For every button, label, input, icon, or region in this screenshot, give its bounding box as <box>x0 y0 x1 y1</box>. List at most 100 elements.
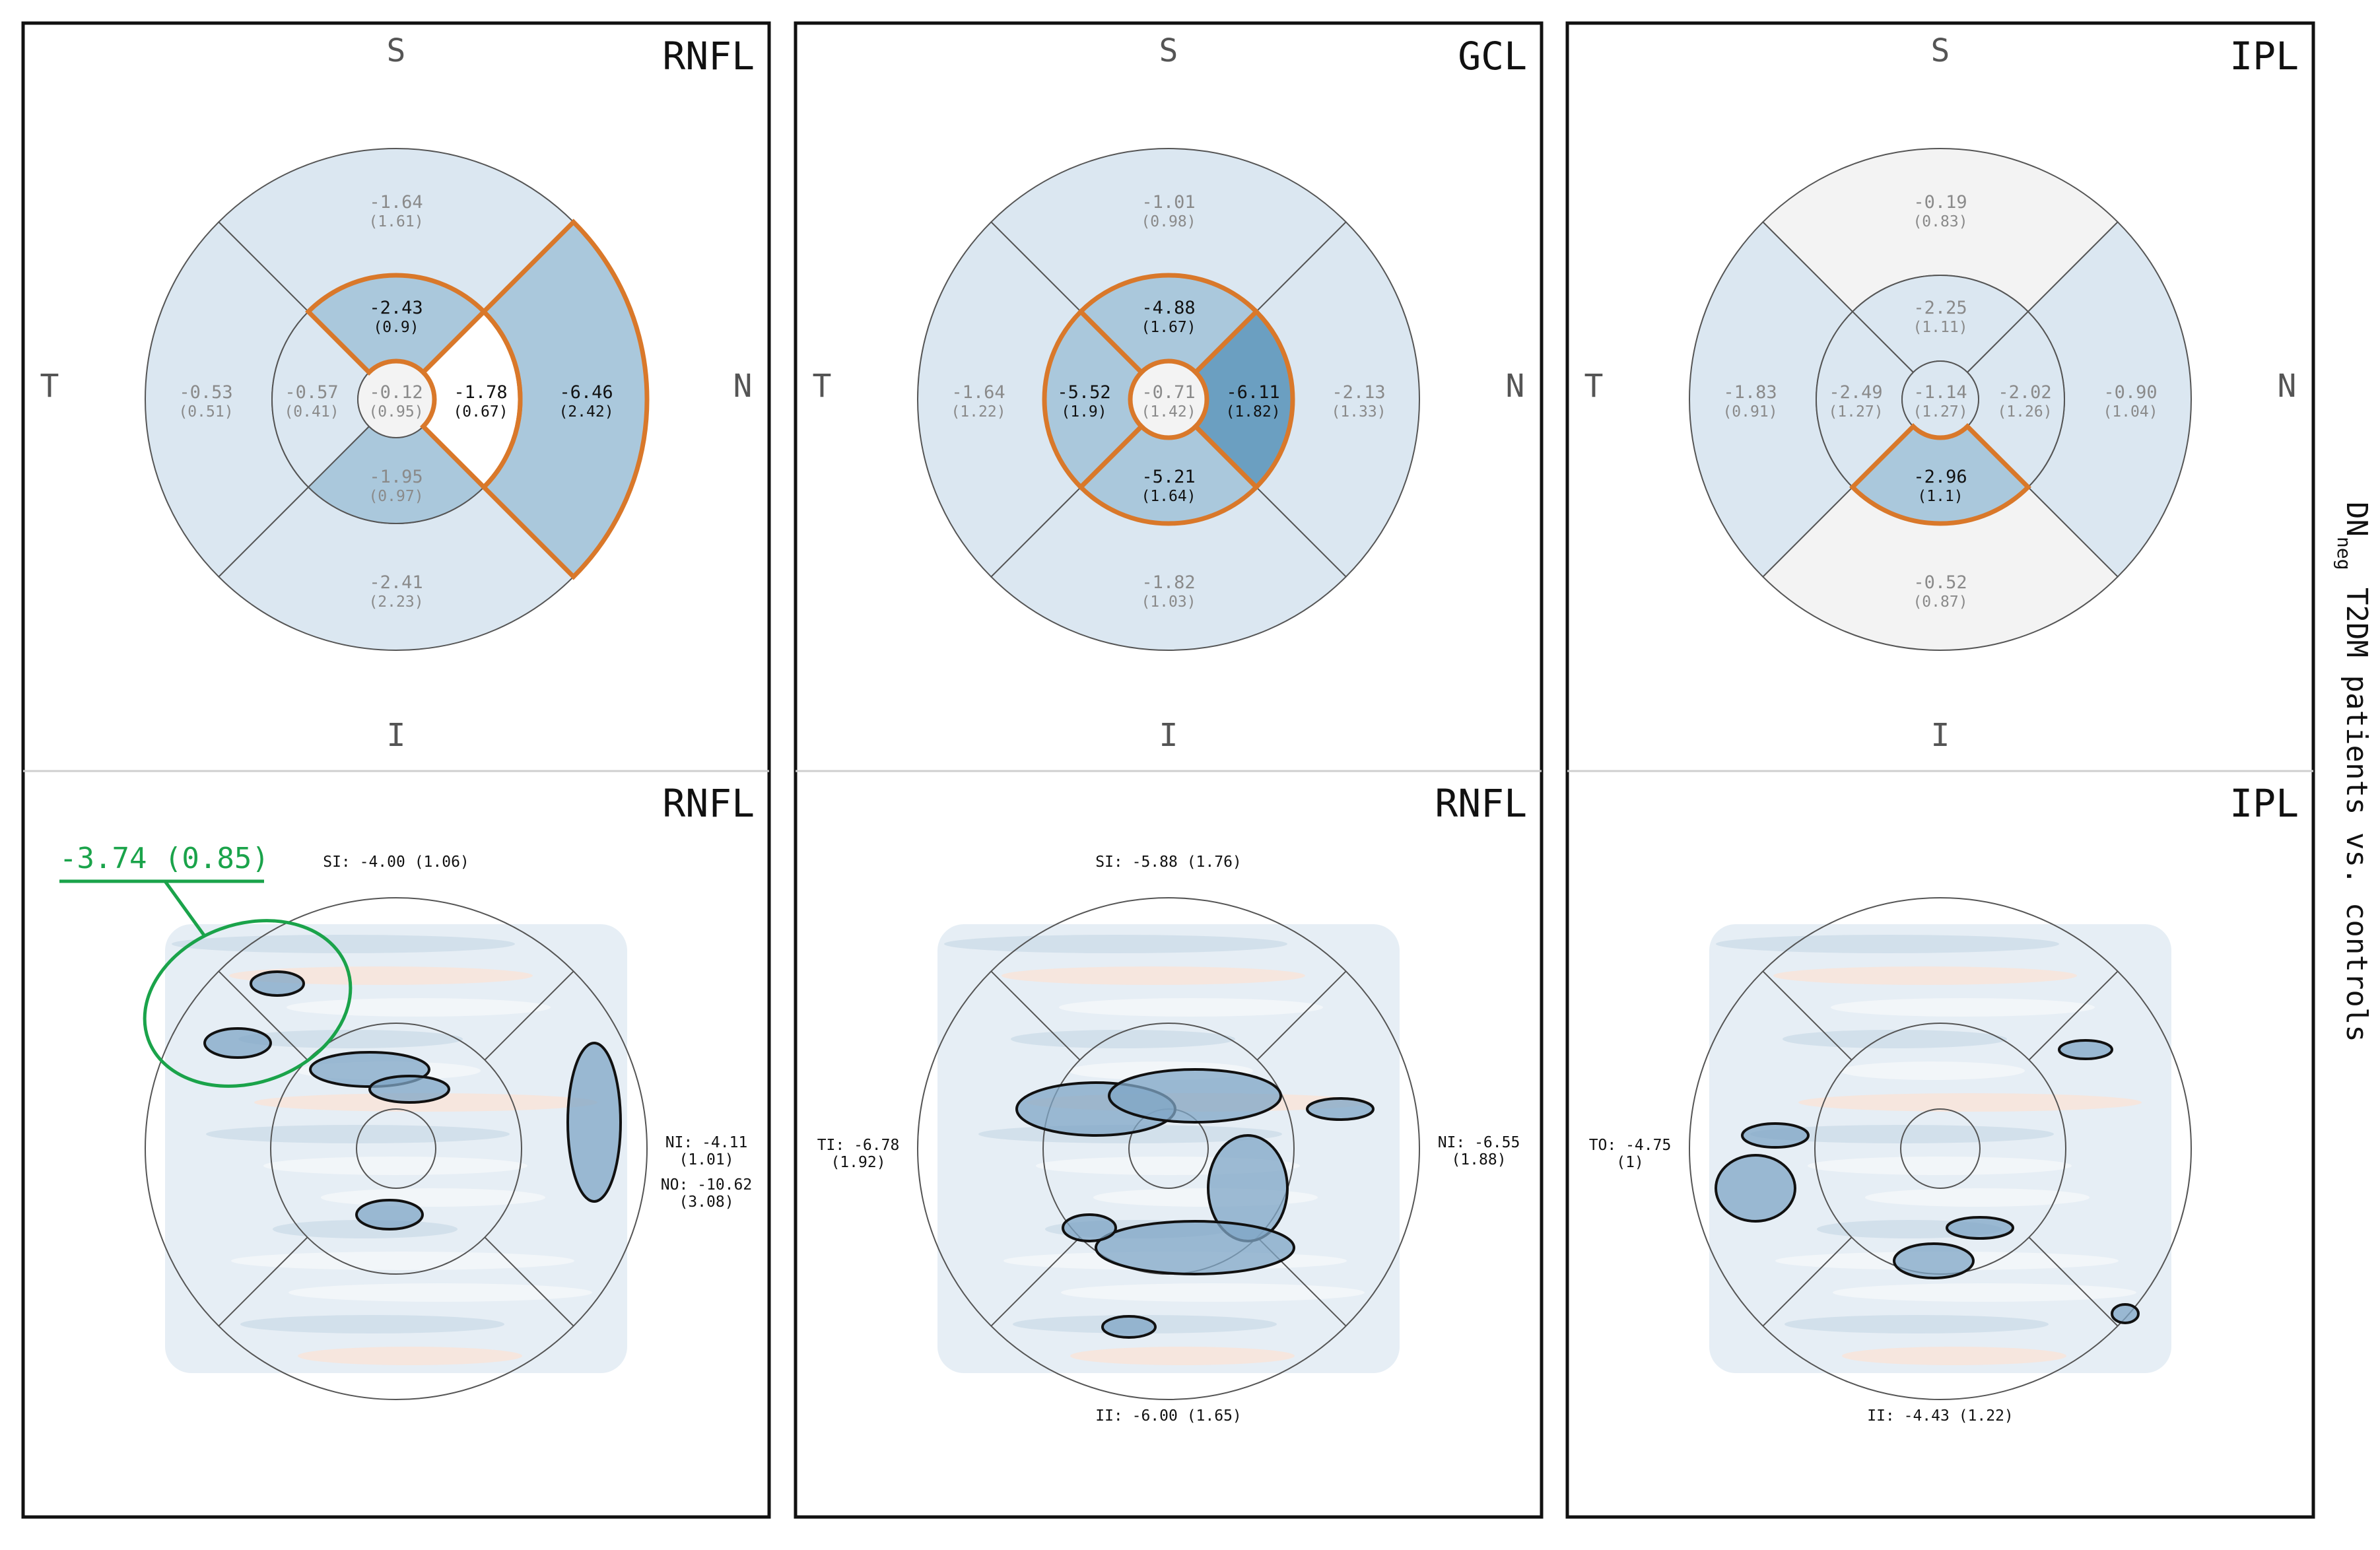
outer-t-value: -0.53 <box>179 382 232 403</box>
significant-cluster <box>355 1199 424 1230</box>
inner-t-value: -0.57 <box>285 382 338 403</box>
callout-ellipse <box>143 919 353 1088</box>
compass-n: N <box>2278 368 2297 405</box>
significant-cluster <box>1108 1068 1282 1124</box>
inner-n-value: -2.02 <box>1998 382 2051 403</box>
map-texture <box>1002 966 1305 985</box>
outer-s-value: -1.01 <box>1141 192 1195 213</box>
map-texture <box>1750 1125 2054 1143</box>
outer-i-value: -2.41 <box>369 572 423 593</box>
map-texture <box>1798 1093 2142 1112</box>
panel-gcl-1: S I T N GCL -1.01(0.98) -2.13(1.33) -1.82(1.03)… <box>794 21 1544 1519</box>
map-grid-outer <box>1689 897 2192 1400</box>
inner-t-value: -5.52 <box>1057 382 1110 403</box>
significant-outline <box>1192 308 1295 490</box>
center-sd: (1.42) <box>1141 403 1196 421</box>
map-label-left1: TI: -6.78 <box>817 1137 900 1154</box>
map-texture <box>238 1030 463 1048</box>
outer-n-sd: (1.33) <box>1331 403 1386 421</box>
outer-t-value: -1.83 <box>1723 382 1777 403</box>
map-texture <box>1011 1030 1235 1048</box>
inner-n-sd: (0.67) <box>453 403 508 421</box>
map-texture <box>1808 1157 2072 1175</box>
etdrs-values: -0.19(0.83) -0.90(1.04) -0.52(0.87) -1.83(0… <box>1722 192 2158 611</box>
map-grid-spoke <box>484 1236 574 1327</box>
significant-cluster <box>203 1027 272 1059</box>
significant-outline <box>420 308 523 490</box>
compass-s: S <box>1931 32 1950 69</box>
outer-s-sd: (0.83) <box>1913 213 1967 230</box>
significant-cluster <box>2058 1039 2113 1060</box>
map-texture <box>1842 1347 2066 1365</box>
compass-i: I <box>1159 717 1178 754</box>
map-label-right1b: (1.88) <box>1451 1151 1506 1168</box>
significant-cluster <box>1101 1315 1157 1339</box>
center-value: -0.71 <box>1141 382 1195 403</box>
inner-i-sd: (1.64) <box>1141 488 1196 505</box>
compass-t: T <box>1584 368 1604 405</box>
map-label-left1b: (1) <box>1616 1154 1644 1171</box>
etdrs-grid <box>145 148 650 651</box>
outer-t-value: -1.64 <box>951 382 1005 403</box>
map-texture <box>289 1283 592 1302</box>
significant-cluster <box>1741 1122 1810 1149</box>
etdrs-grid <box>1689 148 2192 651</box>
map-grid-spoke <box>218 1236 308 1327</box>
map-label-right2: NO: -10.62 <box>661 1176 752 1194</box>
side-label-rest: T2DM patients vs. controls <box>2340 570 2373 1042</box>
outer-n-value: -6.46 <box>559 382 613 403</box>
map-grid-outer <box>917 897 1420 1400</box>
inner-n-sd: (1.26) <box>1997 403 2052 421</box>
outer-t-sd: (0.51) <box>178 403 233 421</box>
map-layer-title: RNFL <box>662 781 755 826</box>
outer-s-sd: (0.98) <box>1141 213 1196 230</box>
significant-cluster <box>1062 1213 1117 1242</box>
inner-n-value: -1.78 <box>454 382 507 403</box>
map-background <box>937 924 1400 1373</box>
map-texture <box>1783 1030 2007 1048</box>
layer-title: IPL <box>2229 34 2299 79</box>
etdrs-values: -1.01(0.98)-2.13(1.33)-1.82(1.03)-1.64(1… <box>951 192 1386 611</box>
center-sd: (0.95) <box>368 403 423 421</box>
map-texture <box>172 935 515 953</box>
significant-cluster <box>566 1042 622 1203</box>
map-texture <box>1070 1347 1295 1365</box>
map-grid-spoke <box>1256 970 1347 1061</box>
center-value: -0.12 <box>369 382 423 403</box>
map-grid-inner <box>270 1023 522 1275</box>
map-texture <box>231 1252 574 1270</box>
inner-s-value: -2.25 <box>1913 298 1967 318</box>
map-texture <box>1773 966 2077 985</box>
outer-i-value: -0.52 <box>1913 572 1967 593</box>
significant-outline <box>305 273 487 376</box>
etdrs-grid <box>917 148 1420 651</box>
map-texture <box>298 1347 522 1365</box>
map-texture <box>263 1157 527 1175</box>
center-sd: (1.27) <box>1913 403 1967 421</box>
inner-s-sd: (1.11) <box>1913 319 1967 336</box>
outer-s-value: -0.19 <box>1913 192 1967 213</box>
map-texture <box>1840 1061 2025 1080</box>
significant-cluster <box>1306 1097 1375 1121</box>
thickness-map: IPL TO: -4.75(1) II: -4.43 (1.22) <box>1589 781 2299 1425</box>
outer-s-sd: (1.61) <box>368 213 423 230</box>
compass-i: I <box>1931 717 1950 754</box>
inner-t-sd: (1.27) <box>1828 403 1883 421</box>
compass-s: S <box>1159 32 1178 69</box>
map-label-right1: NI: -4.11 <box>665 1134 748 1151</box>
side-label-sub: neg <box>2333 537 2355 570</box>
significant-cluster <box>250 970 305 997</box>
outer-i-sd: (0.87) <box>1913 593 1967 611</box>
map-label-left1: TO: -4.75 <box>1589 1137 1672 1154</box>
map-grid-spoke <box>218 970 308 1061</box>
outer-t-sd: (1.22) <box>951 403 1005 421</box>
inner-i-sd: (1.1) <box>1917 488 1963 505</box>
inner-i-value: -1.95 <box>369 467 423 487</box>
significant-cluster <box>1095 1220 1295 1275</box>
outer-s-value: -1.64 <box>369 192 423 213</box>
layer-title: GCL <box>1458 34 1527 79</box>
significant-cluster <box>368 1075 450 1104</box>
significant-outline <box>1042 308 1145 490</box>
inner-s-value: -2.43 <box>369 298 423 318</box>
map-grid-outer <box>145 897 648 1400</box>
